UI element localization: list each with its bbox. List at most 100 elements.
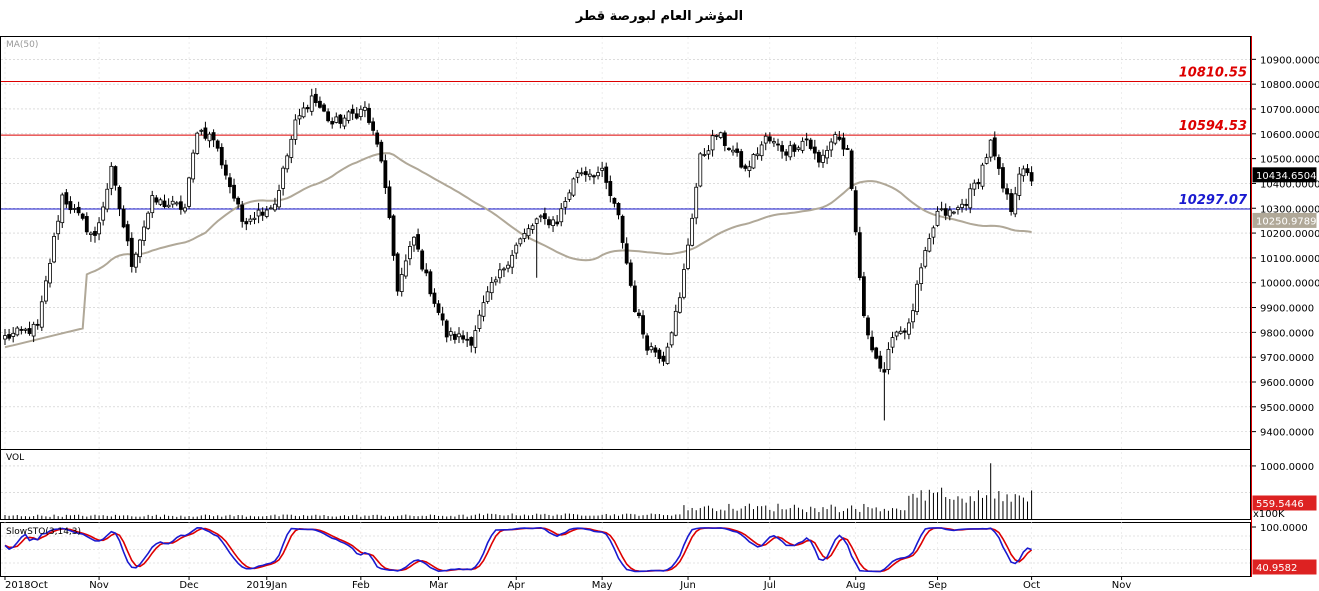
volume-value-badge-box [1252,495,1317,511]
ma-value-badge-box [1252,212,1317,228]
candle-body [939,208,944,211]
candle-body [612,197,617,204]
x-tick-label: 2018Oct [5,580,48,591]
candle-body [35,323,40,326]
candle-body [375,132,380,145]
candle-body [825,150,829,159]
candle-body [649,346,654,351]
candle-body [502,268,506,271]
candle-body [796,147,801,150]
price-tick-label: 10300.0000 [1260,204,1319,215]
price-tick-label: 9900.0000 [1260,304,1314,315]
candle-body [326,111,331,122]
candle-body [412,236,416,246]
candle-body [874,347,879,359]
candle-body [714,135,719,137]
candle-body [706,150,711,155]
x-tick-label: Nov [1112,580,1132,591]
candle-body [80,213,85,219]
price-tick-label: 9800.0000 [1260,328,1314,339]
candle-body [821,154,825,163]
candle-body [898,330,903,334]
price-tick-label: 10200.0000 [1260,229,1319,240]
candle-body [906,322,911,335]
candle-body [620,215,625,243]
candle-body [84,216,89,233]
candle-body [166,204,171,208]
candle-body [289,138,294,158]
x-tick-label: Oct [1023,580,1040,591]
candle-body [992,137,997,157]
volume-multiplier-label: x100K [1253,509,1285,520]
candle-body [767,136,772,142]
candle-body [367,107,371,123]
candle-body [841,137,846,150]
candle-body [371,121,376,131]
candle-body [923,250,928,267]
candle-body [183,207,187,212]
candle-body [645,335,650,351]
candle-body [682,269,686,298]
candle-body [309,95,314,112]
candle-body [534,218,539,224]
candle-body [358,108,363,117]
volume-tick-label: 1000.0000 [1260,462,1314,473]
candle-body [273,203,277,211]
candle-body [788,145,793,158]
candle-body [555,221,560,225]
candle-body [452,333,457,340]
candle-body [780,145,784,152]
candle-body [514,244,519,254]
candle-body [162,200,167,208]
price-tick-label: 10100.0000 [1260,254,1319,265]
candle-body [1017,173,1022,196]
candle-body [988,139,993,158]
candle-body [109,165,114,189]
price-tick-label: 9600.0000 [1260,378,1314,389]
candle-body [526,228,531,237]
candle-body [383,160,388,189]
price-tick-label: 10600.0000 [1260,130,1319,141]
candle-body [677,297,682,313]
candle-body [203,127,208,139]
candle-body [755,153,760,157]
candle-body [661,355,666,362]
candle-body [48,263,52,284]
candle-body [133,253,138,268]
candle-body [211,132,216,141]
candle-body [408,245,412,260]
candle-body [522,233,527,239]
candle-body [142,226,146,241]
candle-body [657,349,662,359]
candle-body [232,184,236,199]
candle-body [792,144,797,152]
candle-body [833,134,838,144]
candle-body [902,330,907,333]
candle-body [313,93,318,103]
candle-body [1009,193,1014,212]
candle-body [587,173,592,177]
price-tick-label: 10000.0000 [1260,279,1319,290]
candle-body [592,175,596,178]
candle-body [252,217,257,220]
candle-body [354,113,359,119]
price-tick-label: 10700.0000 [1260,105,1319,116]
price-tick-label: 9700.0000 [1260,353,1314,364]
candle-body [248,218,253,222]
candle-body [489,282,494,294]
x-tick-label: Aug [846,580,866,591]
candle-body [776,143,780,146]
candle-body [72,208,77,210]
candle-body [244,221,249,225]
candle-body [342,117,347,127]
candle-body [624,243,629,264]
candle-body [448,331,453,336]
candle-body [551,219,555,226]
candle-body [710,135,715,151]
candle-body [894,331,899,337]
last-price-badge-box [1252,167,1317,183]
candle-body [52,236,56,263]
x-tick-label: Apr [508,580,526,591]
candle-body [1029,172,1034,182]
candle-body [604,166,609,183]
